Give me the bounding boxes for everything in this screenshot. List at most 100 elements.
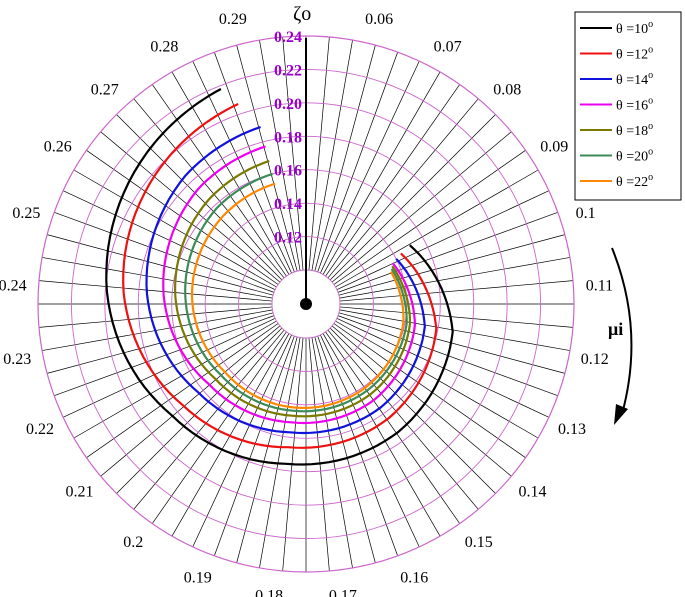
grid-spoke	[86, 323, 279, 459]
grid-spoke	[47, 234, 274, 296]
angular-tick-label: 0.1	[576, 205, 596, 222]
grid-spoke	[42, 309, 273, 351]
grid-spoke	[133, 329, 285, 510]
grid-spoke	[320, 60, 420, 274]
legend-label: θ =12o	[616, 45, 653, 63]
angular-tick-label: 0.22	[26, 421, 54, 438]
angular-tick-label: 0.09	[540, 138, 568, 155]
grid-spoke	[236, 45, 298, 272]
grid-spoke	[314, 45, 376, 272]
grid-spoke	[38, 280, 273, 302]
series-line	[184, 172, 408, 413]
angular-tick-label: 0.13	[558, 421, 586, 438]
grid-spoke	[62, 318, 276, 418]
radial-tick-label: 0.14	[274, 196, 302, 213]
grid-spoke	[331, 131, 512, 283]
series-line	[174, 159, 412, 418]
angular-tick-label: 0.16	[400, 569, 428, 586]
grid-spoke	[236, 336, 298, 563]
series-line	[145, 125, 426, 435]
angular-tick-label: 0.26	[44, 138, 72, 155]
grid-spoke	[339, 309, 570, 351]
grid-spoke	[282, 36, 304, 271]
grid-ring	[37, 35, 575, 573]
grid-spoke	[317, 52, 398, 273]
center-marker	[300, 298, 312, 310]
grid-spoke	[338, 234, 565, 296]
angular-tick-label: 0.19	[184, 569, 212, 586]
angular-tick-label: 0.28	[150, 38, 178, 55]
legend-label: θ =20o	[616, 147, 653, 165]
grid-spoke	[73, 320, 277, 439]
angular-tick-label: 0.07	[434, 38, 462, 55]
radial-axis-title: ζo	[293, 3, 311, 25]
grid-spoke	[38, 306, 273, 328]
legend-label: θ =18o	[616, 121, 653, 139]
angular-tick-label: 0.17	[329, 588, 357, 597]
polar-grid	[37, 35, 575, 573]
grid-spoke	[335, 169, 539, 288]
legend: θ =10o θ =12o θ =14o θ =16o θ =18o θ =20o θ =2…	[574, 11, 682, 201]
grid-spoke	[335, 320, 539, 439]
grid-spoke	[308, 337, 330, 572]
grid-spoke	[322, 333, 441, 537]
grid-spoke	[339, 257, 570, 299]
grid-spoke	[171, 333, 290, 537]
legend-label: θ =10o	[616, 19, 653, 37]
grid-spoke	[336, 190, 550, 290]
grid-spoke	[329, 327, 496, 494]
series-line	[190, 182, 405, 409]
grid-spoke	[308, 36, 330, 271]
radial-tick-label: 0.16	[274, 163, 302, 180]
series-line	[105, 88, 454, 466]
radial-tick-label: 0.18	[274, 129, 302, 146]
radial-tick-label: 0.22	[274, 62, 302, 79]
grid-spoke	[116, 114, 283, 281]
grid-spoke	[320, 334, 420, 548]
radial-tick-label: 0.20	[274, 96, 302, 113]
angular-tick-label: 0.08	[493, 82, 521, 99]
grid-spoke	[259, 337, 301, 568]
series-line	[162, 145, 416, 425]
angular-tick-label: 0.14	[519, 483, 547, 500]
angular-direction-arrow	[611, 247, 633, 425]
grid-spoke	[314, 336, 376, 563]
grid-spoke	[337, 212, 558, 293]
grid-spoke	[54, 212, 275, 293]
angular-tick-label: 0.15	[465, 534, 493, 551]
angular-tick-label: 0.18	[255, 588, 283, 597]
legend-label: θ =16o	[616, 96, 653, 114]
grid-spoke	[333, 149, 526, 285]
series-line	[122, 103, 438, 449]
angular-tick-label: 0.21	[65, 483, 93, 500]
grid-spoke	[42, 257, 273, 299]
grid-spoke	[333, 323, 526, 459]
series-layer	[105, 88, 454, 466]
grid-spoke	[151, 331, 287, 524]
angular-tick-label: 0.23	[3, 351, 31, 368]
grid-spoke	[86, 149, 279, 285]
grid-spoke	[311, 40, 353, 271]
grid-spoke	[54, 315, 275, 396]
grid-spoke	[100, 325, 281, 477]
grid-spoke	[311, 337, 353, 568]
grid-spoke	[317, 335, 398, 556]
grid-spoke	[327, 329, 479, 510]
grid-spoke	[214, 335, 295, 556]
angular-tick-label: 0.25	[12, 205, 40, 222]
angular-tick-label: 0.11	[586, 278, 613, 295]
grid-spoke	[133, 98, 285, 279]
angular-tick-label: 0.06	[365, 11, 393, 28]
grid-spoke	[259, 40, 301, 271]
grid-spoke	[327, 98, 479, 279]
grid-spoke	[100, 131, 281, 283]
legend-label: θ =22o	[616, 172, 653, 190]
tick-labels: 0.12 0.14 0.16 0.18 0.20 0.22 0.24 0.06 0.07 0.08…	[0, 11, 613, 597]
grid-spoke	[339, 306, 574, 328]
grid-spoke	[325, 331, 461, 524]
angular-tick-label: 0.24	[0, 278, 27, 295]
legend-label: θ =14o	[616, 70, 653, 88]
angular-tick-label: 0.27	[91, 82, 119, 99]
grid-spoke	[214, 52, 295, 273]
radial-tick-label: 0.12	[274, 230, 302, 247]
